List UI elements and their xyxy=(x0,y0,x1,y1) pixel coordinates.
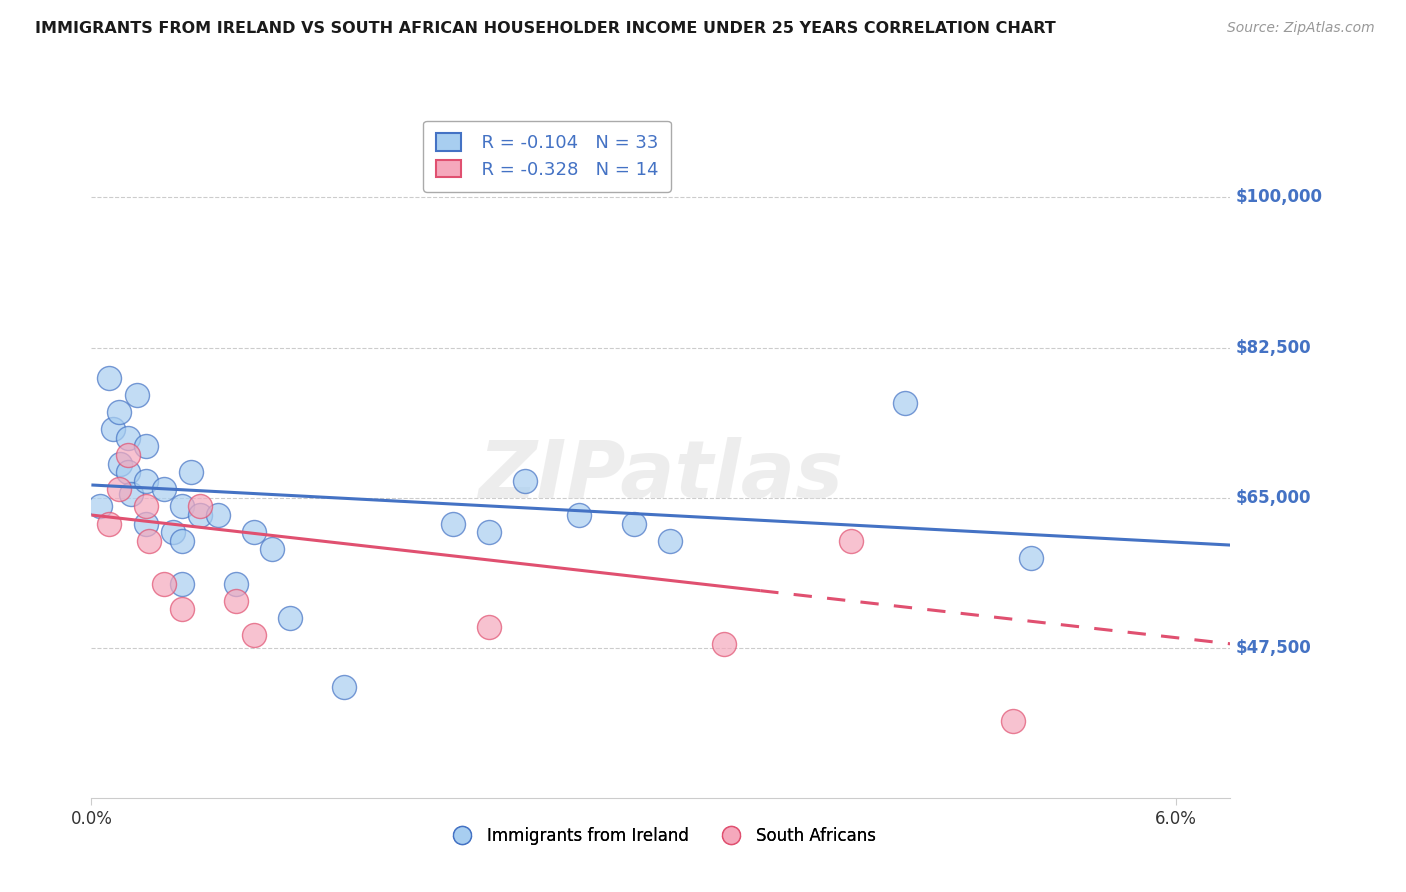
Point xyxy=(188,508,211,522)
Point xyxy=(243,525,266,540)
Point xyxy=(478,525,501,540)
Point xyxy=(107,405,129,419)
Point xyxy=(89,500,111,514)
Point xyxy=(117,448,139,462)
Point xyxy=(333,680,356,694)
Point xyxy=(207,508,229,522)
Text: $82,500: $82,500 xyxy=(1236,339,1312,357)
Point xyxy=(1021,550,1043,566)
Point xyxy=(170,500,193,514)
Point xyxy=(441,516,464,531)
Point xyxy=(117,431,139,445)
Point xyxy=(152,482,174,496)
Point xyxy=(243,628,266,642)
Legend: Immigrants from Ireland, South Africans: Immigrants from Ireland, South Africans xyxy=(439,821,883,852)
Text: $100,000: $100,000 xyxy=(1236,188,1323,206)
Point xyxy=(180,465,202,479)
Point xyxy=(225,594,247,608)
Point xyxy=(135,516,157,531)
Text: Source: ZipAtlas.com: Source: ZipAtlas.com xyxy=(1227,21,1375,35)
Point xyxy=(138,533,160,548)
Point xyxy=(98,516,121,531)
Point xyxy=(568,508,591,522)
Point xyxy=(101,422,124,436)
Point xyxy=(107,482,129,496)
Text: $47,500: $47,500 xyxy=(1236,639,1312,657)
Point xyxy=(162,525,184,540)
Point xyxy=(894,396,917,410)
Point xyxy=(225,576,247,591)
Point xyxy=(170,533,193,548)
Point xyxy=(478,619,501,633)
Point xyxy=(713,637,735,651)
Point xyxy=(262,542,284,557)
Point xyxy=(152,576,174,591)
Point xyxy=(135,439,157,453)
Point xyxy=(120,486,142,500)
Point xyxy=(188,500,211,514)
Point xyxy=(110,457,132,471)
Point xyxy=(135,474,157,488)
Point xyxy=(278,611,301,625)
Point xyxy=(839,533,862,548)
Point xyxy=(117,465,139,479)
Point xyxy=(125,388,148,402)
Text: IMMIGRANTS FROM IRELAND VS SOUTH AFRICAN HOUSEHOLDER INCOME UNDER 25 YEARS CORRE: IMMIGRANTS FROM IRELAND VS SOUTH AFRICAN… xyxy=(35,21,1056,36)
Point xyxy=(135,500,157,514)
Point xyxy=(658,533,681,548)
Text: ZIPatlas: ZIPatlas xyxy=(478,436,844,515)
Text: $65,000: $65,000 xyxy=(1236,489,1312,507)
Point xyxy=(170,602,193,616)
Point xyxy=(98,370,121,384)
Point xyxy=(1002,714,1025,728)
Point xyxy=(515,474,537,488)
Point xyxy=(170,576,193,591)
Point xyxy=(623,516,645,531)
